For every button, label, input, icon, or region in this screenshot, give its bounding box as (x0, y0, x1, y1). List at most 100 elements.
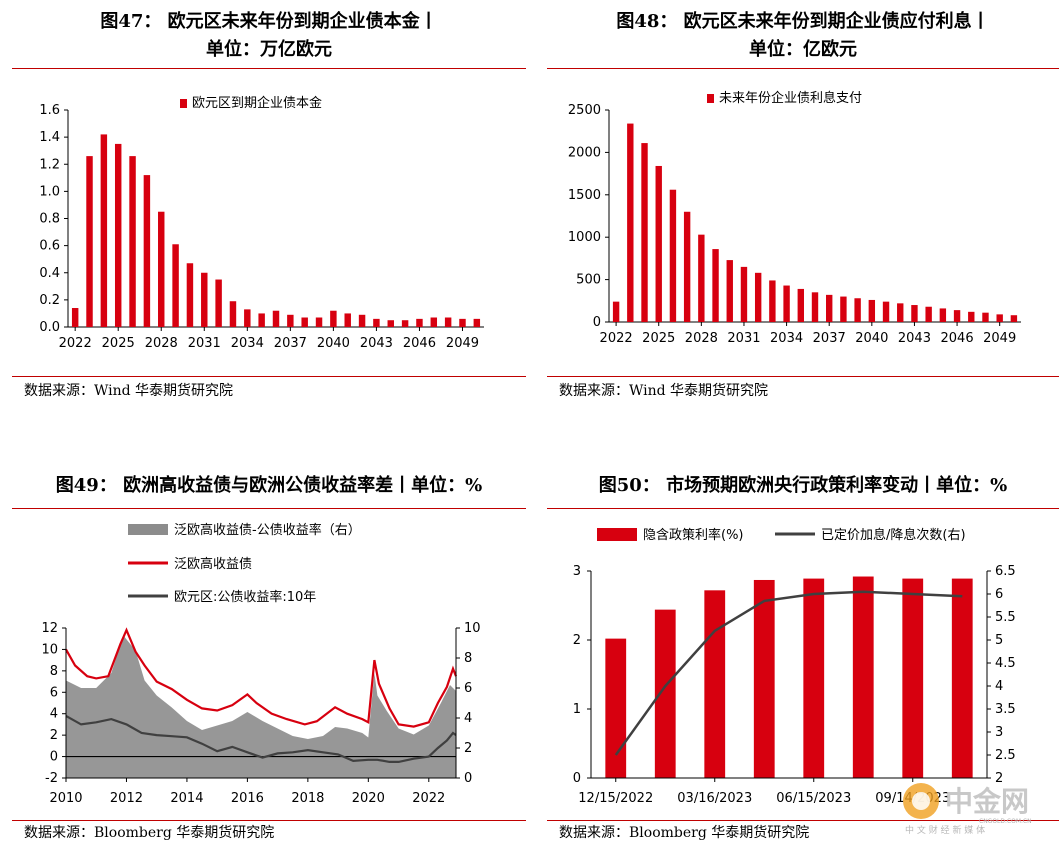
bar (911, 305, 918, 322)
chart-fig49: -2 0 2 4 6 8 10 12 0 2 4 6 8 10 2010 2012 2014 2016 2018 20… (41, 522, 480, 806)
bar (854, 298, 861, 322)
y-tick-label: 10 (41, 642, 58, 657)
y-tick-label: 2 (573, 633, 581, 648)
series-spread-area (66, 635, 456, 778)
legend-label: 泛欧高收益债 (174, 556, 252, 572)
legend-label: 未来年份企业债利息支付 (719, 90, 862, 106)
x-tick-label: 12/15/2022 (578, 791, 653, 806)
x-tick-label: 2022 (600, 331, 633, 346)
x-tick-label: 2037 (813, 331, 846, 346)
y-tick-label: 0.6 (39, 239, 60, 254)
bar (868, 299, 876, 322)
legend-swatch-spread (128, 524, 168, 535)
bar (683, 211, 691, 322)
source-note: 数据来源：Wind 华泰期货研究院 (559, 383, 769, 399)
x-tick-label: 2014 (170, 791, 203, 806)
x-tick-label: 06/15/2023 (776, 791, 851, 806)
legend-label: 欧元区:公债收益率:10年 (174, 589, 316, 605)
watermark-sub: 中 文 财 经 新 媒 体 (905, 824, 985, 835)
title-rule (12, 68, 526, 69)
bar (172, 244, 179, 327)
y-tick-label: 2500 (568, 103, 601, 118)
x-tick-label: 2040 (317, 336, 350, 351)
y-tick-label: 0.0 (39, 320, 60, 335)
bar (201, 272, 208, 327)
series-high-yield-line (65, 627, 458, 728)
watermark-name: 中金网 (945, 785, 1029, 818)
bar (996, 314, 1003, 322)
bar (982, 312, 989, 322)
y-tick-label: 0.8 (39, 212, 60, 227)
x-tick-label: 2031 (727, 331, 760, 346)
bar (769, 280, 776, 322)
y-tick-label: 2 (50, 728, 58, 743)
bar (244, 309, 251, 327)
x-tick-label: 2049 (446, 336, 479, 351)
title-rule (547, 508, 1059, 509)
y-tick-label: 3 (573, 564, 581, 579)
bar (473, 318, 481, 327)
x-tick-label: 2025 (642, 331, 675, 346)
y-tick-label: 0 (50, 750, 58, 765)
chart-title-line1: 图48： 欧元区未来年份到期企业债应付利息丨 (616, 11, 990, 32)
y-tick-label: 6 (50, 685, 58, 700)
bar (783, 285, 790, 322)
y-tick-label: 0 (593, 315, 601, 330)
y-tick-label-right: 2.5 (995, 748, 1016, 763)
bar (811, 292, 819, 322)
y-tick-label-right: 4 (995, 679, 1003, 694)
bar (387, 320, 394, 327)
bar (444, 317, 452, 327)
chart-fig47: 0.0 0.2 0.4 0.6 0.8 1.0 1.2 1.4 1.6 2022 2025 2028 2… (39, 95, 484, 351)
y-tick-label: 1000 (568, 230, 601, 245)
bar (925, 306, 932, 322)
watermark-logo: 中金网 CNGOLD.COM.CN 中 文 财 经 新 媒 体 (899, 775, 1047, 836)
bar (968, 311, 975, 322)
bar (330, 310, 337, 327)
y-tick-label-right: 4.5 (995, 656, 1016, 671)
bar (797, 288, 804, 322)
bar (215, 279, 222, 327)
source-note: 数据来源：Bloomberg 华泰期货研究院 (559, 825, 810, 841)
y-tick-label-right: 8 (464, 651, 472, 666)
bar (726, 260, 733, 322)
bar (158, 211, 165, 327)
x-tick-label: 2022 (59, 336, 92, 351)
bar (655, 165, 662, 322)
legend-swatch (707, 94, 714, 103)
y-tick-label: 8 (50, 664, 58, 679)
bar (401, 320, 409, 327)
bar (100, 134, 108, 327)
bar (840, 296, 847, 322)
bar (852, 576, 874, 778)
x-tick-label: 2046 (403, 336, 436, 351)
series-hike-count-line (614, 590, 963, 756)
y-tick-label: 500 (576, 273, 601, 288)
bar (114, 143, 122, 327)
y-tick-label-right: 0 (464, 771, 472, 786)
source-rule (547, 820, 1059, 821)
x-tick-label: 2025 (102, 336, 135, 351)
source-note: 数据来源：Wind 华泰期货研究院 (24, 383, 234, 399)
x-tick-label: 2018 (291, 791, 324, 806)
legend-label: 泛欧高收益债-公债收益率（右） (174, 522, 361, 538)
title-rule (12, 508, 526, 509)
source-rule (547, 376, 1059, 377)
bar (373, 318, 380, 327)
bar (654, 609, 676, 778)
bar (712, 249, 719, 322)
chart-title-line2: 单位：万亿欧元 (206, 39, 332, 60)
x-tick-label: 2034 (231, 336, 264, 351)
x-tick-label: 2010 (49, 791, 82, 806)
x-tick-label: 2043 (360, 336, 393, 351)
bar (1010, 315, 1018, 322)
series-gov10y-line (65, 714, 457, 763)
chart-title-line1: 图47： 欧元区未来年份到期企业债本金丨 (100, 11, 438, 32)
bar (301, 317, 308, 327)
bar (186, 263, 194, 327)
legend-label: 隐含政策利率(%) (643, 527, 744, 543)
legend-swatch (180, 99, 187, 108)
bar (605, 638, 627, 778)
y-tick-label: 2000 (568, 145, 601, 160)
x-tick-label: 2012 (110, 791, 143, 806)
